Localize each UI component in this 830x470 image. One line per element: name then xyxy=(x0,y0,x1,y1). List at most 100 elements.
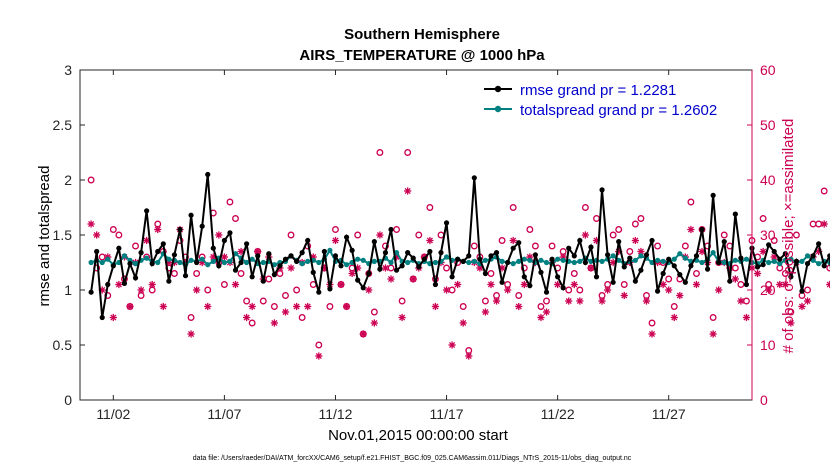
obs-possible-marker xyxy=(115,231,123,239)
rmse-point xyxy=(177,226,183,233)
right-axis-line xyxy=(751,70,753,400)
x-tick-label: 11/12 xyxy=(318,406,352,422)
rmse-point xyxy=(144,208,150,214)
asterisk-stroke xyxy=(454,281,461,288)
rmse-point xyxy=(810,253,816,259)
legend-rmse-marker xyxy=(494,85,502,93)
y-tick-label-right: 10 xyxy=(760,337,776,353)
asterisk-stroke xyxy=(287,264,295,272)
asterisk-stroke xyxy=(382,264,389,272)
spread-point xyxy=(510,261,516,267)
asterisk-stroke xyxy=(410,275,417,283)
asterisk-stroke xyxy=(637,248,644,255)
asterisk-stroke xyxy=(271,319,278,327)
rmse-point xyxy=(616,239,622,245)
asterisk-stroke xyxy=(232,281,239,288)
rmse-point xyxy=(88,289,94,295)
asterisk-stroke xyxy=(693,281,700,288)
obs-possible-marker xyxy=(404,149,412,156)
obs-possible-marker xyxy=(693,270,700,277)
obs-assimilated-marker xyxy=(631,236,639,245)
rmse-point xyxy=(560,285,566,291)
obs-assimilated-marker xyxy=(426,236,434,245)
rmse-point xyxy=(166,278,172,284)
obs-possible-marker xyxy=(809,220,817,228)
asterisk-stroke xyxy=(249,303,256,310)
obs-assimilated-marker xyxy=(348,269,356,278)
rmse-point xyxy=(316,289,322,295)
asterisk-stroke xyxy=(698,248,706,255)
obs-assimilated-marker xyxy=(509,236,517,245)
rmse-point xyxy=(632,278,638,284)
obs-possible-marker xyxy=(459,303,467,310)
y-tick-label-right: 30 xyxy=(760,227,776,243)
obs-assimilated-marker xyxy=(459,319,467,327)
asterisk-stroke xyxy=(710,330,717,338)
obs-assimilated-marker xyxy=(598,297,606,305)
obs-possible-marker xyxy=(609,231,617,239)
asterisk-stroke xyxy=(665,286,672,294)
rmse-point xyxy=(405,250,411,256)
rmse-point xyxy=(710,192,716,198)
rmse-point xyxy=(760,262,766,268)
spread-point xyxy=(205,262,211,268)
obs-possible-marker xyxy=(637,215,645,222)
spread-point xyxy=(316,259,322,266)
rmse-point xyxy=(782,251,788,257)
obs-assimilated-marker xyxy=(542,308,551,316)
rmse-point xyxy=(199,223,205,229)
rmse-point xyxy=(410,255,416,261)
obs-assimilated-marker xyxy=(337,280,345,289)
obs-assimilated-marker xyxy=(737,297,745,305)
spread-point xyxy=(371,258,377,264)
obs-assimilated-marker xyxy=(454,280,462,289)
y-tick-label-left: 1.5 xyxy=(53,227,73,243)
asterisk-stroke xyxy=(821,220,828,228)
obs-assimilated-marker xyxy=(709,330,717,338)
x-tick-label: 11/07 xyxy=(207,406,241,422)
rmse-point xyxy=(593,274,600,280)
asterisk-stroke xyxy=(365,286,372,294)
rmse-point xyxy=(99,314,105,321)
y-tick-label-right: 60 xyxy=(760,62,776,78)
rmse-point xyxy=(599,187,605,193)
obs-assimilated-marker xyxy=(248,302,256,311)
obs-possible-marker xyxy=(770,237,778,244)
spread-point xyxy=(771,258,777,264)
spread-point xyxy=(405,259,411,266)
obs-assimilated-marker xyxy=(187,330,195,338)
rmse-point xyxy=(266,251,272,257)
obs-assimilated-marker xyxy=(220,253,228,261)
obs-possible-marker xyxy=(687,198,695,206)
obs-assimilated-marker xyxy=(565,297,573,305)
asterisk-stroke xyxy=(343,303,350,310)
asterisk-stroke xyxy=(332,237,339,244)
obs-possible-marker xyxy=(370,308,378,316)
spread-point xyxy=(610,253,616,259)
obs-assimilated-marker xyxy=(820,220,828,228)
obs-possible-marker xyxy=(187,314,195,321)
asterisk-stroke xyxy=(254,248,261,255)
rmse-point xyxy=(738,255,744,261)
y-tick-label-left: 0 xyxy=(64,392,72,408)
spread-point xyxy=(432,259,439,266)
rmse-point xyxy=(666,256,672,262)
asterisk-stroke xyxy=(221,253,228,261)
spread-point xyxy=(660,258,666,264)
spread-point xyxy=(166,256,172,262)
spread-point xyxy=(105,256,111,262)
asterisk-stroke xyxy=(115,281,122,288)
obs-possible-marker xyxy=(481,297,489,305)
spread-point xyxy=(555,256,561,262)
rmse-point xyxy=(816,241,822,247)
rmse-point xyxy=(605,252,611,258)
spread-point xyxy=(743,256,750,262)
obs-possible-marker xyxy=(354,231,362,239)
spread-point xyxy=(638,253,644,259)
rmse-point xyxy=(116,245,122,251)
spread-point xyxy=(199,256,205,262)
asterisk-stroke xyxy=(743,314,750,321)
rmse-point xyxy=(721,239,727,245)
obs-possible-marker xyxy=(109,226,117,233)
